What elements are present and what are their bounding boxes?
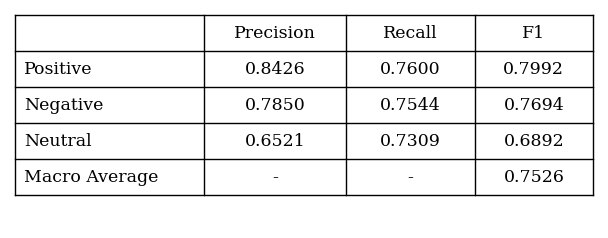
Text: 0.6521: 0.6521 <box>245 133 306 150</box>
Text: 0.6892: 0.6892 <box>503 133 564 150</box>
Text: Positive: Positive <box>24 61 93 78</box>
Text: 0.7544: 0.7544 <box>380 97 441 114</box>
Text: 0.7850: 0.7850 <box>245 97 306 114</box>
Text: 0.7694: 0.7694 <box>503 97 564 114</box>
Text: Negative: Negative <box>24 97 104 114</box>
Text: Neutral: Neutral <box>24 133 92 150</box>
Text: 0.7526: 0.7526 <box>503 169 564 186</box>
Text: Precision: Precision <box>234 25 316 42</box>
Text: 0.7600: 0.7600 <box>380 61 441 78</box>
Text: -: - <box>407 169 413 186</box>
Text: F1: F1 <box>522 25 545 42</box>
Text: Recall: Recall <box>383 25 438 42</box>
Text: 0.7992: 0.7992 <box>503 61 564 78</box>
Text: 0.8426: 0.8426 <box>245 61 305 78</box>
Text: -: - <box>272 169 278 186</box>
Text: 0.7309: 0.7309 <box>380 133 441 150</box>
Text: Macro Average: Macro Average <box>24 169 159 186</box>
